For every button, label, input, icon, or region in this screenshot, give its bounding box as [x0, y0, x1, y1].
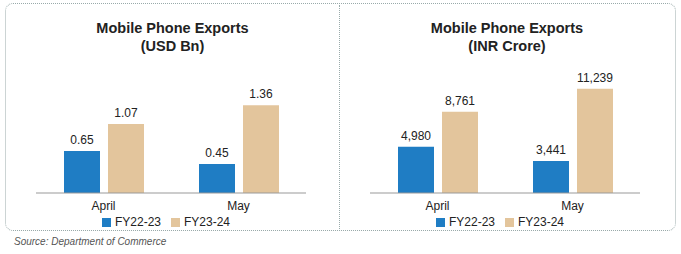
- svg-text:1.36: 1.36: [249, 87, 273, 101]
- svg-text:1.07: 1.07: [114, 106, 138, 120]
- svg-text:May: May: [561, 199, 584, 213]
- svg-text:0.65: 0.65: [70, 133, 94, 147]
- svg-text:3,441: 3,441: [536, 143, 566, 157]
- svg-text:11,239: 11,239: [577, 71, 613, 85]
- html-text:FY22-23: FY22-23: [449, 215, 495, 229]
- svg-text:8,761: 8,761: [445, 94, 475, 108]
- svg-text:4,980: 4,980: [401, 129, 431, 143]
- svg-text:April: April: [91, 199, 115, 213]
- html-text:Mobile Phone Exports: Mobile Phone Exports: [96, 20, 249, 36]
- html-text:Mobile Phone Exports: Mobile Phone Exports: [430, 20, 584, 36]
- html-text:FY23-24: FY23-24: [518, 215, 564, 229]
- html-text:(USD Bn): (USD Bn): [140, 38, 205, 54]
- html-text:(INR Crore): (INR Crore): [468, 38, 546, 54]
- svg-text:April: April: [425, 199, 449, 213]
- svg-text:0.45: 0.45: [205, 146, 229, 160]
- html-text:FY23-24: FY23-24: [184, 215, 230, 229]
- html-text:Source: Department of Commerce: Source: Department of Commerce: [14, 236, 167, 247]
- svg-text:May: May: [227, 199, 250, 213]
- html-text:FY22-23: FY22-23: [115, 215, 161, 229]
